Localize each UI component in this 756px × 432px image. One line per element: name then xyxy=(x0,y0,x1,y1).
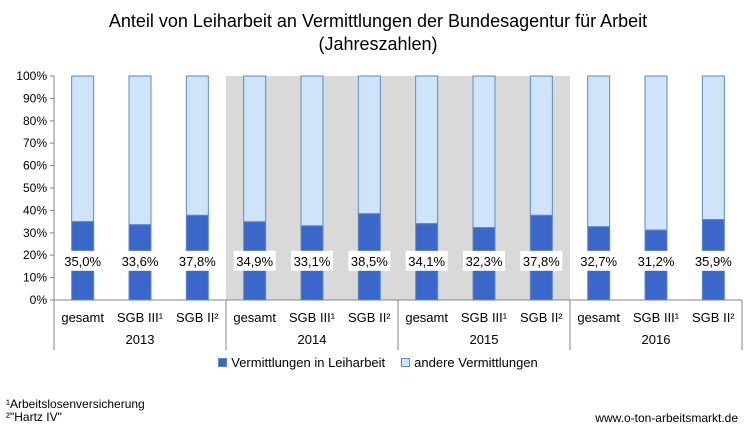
data-label: 32,3% xyxy=(466,254,503,269)
category-label: gesamt xyxy=(405,310,448,325)
data-label: 33,6% xyxy=(122,254,159,269)
bar-andere xyxy=(644,75,668,231)
data-label-box xyxy=(348,250,391,271)
bar-andere xyxy=(128,75,152,226)
legend-item-leiharbeit: Vermittlungen in Leiharbeit xyxy=(218,355,385,370)
category-label: SGB III¹ xyxy=(289,310,336,325)
category-label: SGB III¹ xyxy=(633,310,680,325)
category-label: SGB II² xyxy=(692,310,735,325)
data-label-box xyxy=(692,250,735,271)
category-label: SGB II² xyxy=(520,310,563,325)
footnote-sgb3: ¹Arbeitslosenversicherung xyxy=(6,397,145,411)
source-url: www.o-ton-arbeitsmarkt.de xyxy=(595,411,738,425)
bar-andere xyxy=(357,75,381,215)
y-tick-label: 30% xyxy=(23,226,47,240)
bar-andere xyxy=(243,75,267,223)
y-tick-label: 100% xyxy=(16,69,47,83)
data-label-box xyxy=(233,250,276,271)
legend-swatch-andere xyxy=(401,358,411,367)
data-label: 32,7% xyxy=(580,254,617,269)
chart-title: Anteil von Leiharbeit an Vermittlungen d… xyxy=(108,11,648,31)
category-label: SGB II² xyxy=(348,310,391,325)
data-label: 33,1% xyxy=(294,254,331,269)
data-label-box xyxy=(405,250,448,271)
data-label-box xyxy=(119,250,161,271)
footnote-sgb2: ²"Hartz IV" xyxy=(6,410,62,424)
data-label-box xyxy=(635,250,677,271)
year-label: 2016 xyxy=(642,332,671,347)
data-label: 35,0% xyxy=(64,254,101,269)
bar-andere xyxy=(71,75,95,223)
data-label-box xyxy=(520,250,563,271)
legend-label-leiharbeit: Vermittlungen in Leiharbeit xyxy=(231,355,386,370)
category-label: gesamt xyxy=(577,310,620,325)
bar-andere xyxy=(300,75,324,227)
data-label: 31,2% xyxy=(638,254,675,269)
bar-andere xyxy=(701,75,725,221)
data-label-box xyxy=(577,250,620,271)
y-tick-label: 20% xyxy=(23,248,47,262)
y-tick-label: 70% xyxy=(23,136,47,150)
category-label: SGB III¹ xyxy=(117,310,164,325)
bar-andere xyxy=(415,75,439,225)
category-label: gesamt xyxy=(233,310,276,325)
data-label-box xyxy=(291,250,333,271)
data-label: 38,5% xyxy=(351,254,388,269)
bar-andere xyxy=(529,75,553,216)
y-tick-label: 0% xyxy=(30,293,48,307)
y-tick-label: 60% xyxy=(23,159,47,173)
legend-swatch-leiharbeit xyxy=(218,358,228,367)
data-label: 35,9% xyxy=(695,254,732,269)
category-label: gesamt xyxy=(61,310,104,325)
data-label-box xyxy=(61,250,104,271)
data-label: 37,8% xyxy=(523,254,560,269)
chart-subtitle: (Jahreszahlen) xyxy=(318,34,438,54)
category-label: SGB III¹ xyxy=(461,310,508,325)
legend-label-andere: andere Vermittlungen xyxy=(414,355,538,370)
legend: Vermittlungen in Leiharbeit andere Vermi… xyxy=(0,355,756,370)
data-label: 34,1% xyxy=(408,254,445,269)
data-label-box xyxy=(176,250,219,271)
year-label: 2013 xyxy=(126,332,155,347)
year-label: 2015 xyxy=(470,332,499,347)
y-tick-label: 10% xyxy=(23,271,47,285)
y-tick-label: 80% xyxy=(23,114,47,128)
y-tick-label: 40% xyxy=(23,203,47,217)
legend-item-andere: andere Vermittlungen xyxy=(401,355,538,370)
data-label: 37,8% xyxy=(179,254,216,269)
y-tick-label: 90% xyxy=(23,91,47,105)
y-tick-label: 50% xyxy=(23,181,47,195)
data-label-box xyxy=(463,250,505,271)
year-label: 2014 xyxy=(298,332,327,347)
bar-andere xyxy=(472,75,496,229)
bar-andere xyxy=(185,75,209,216)
category-label: SGB II² xyxy=(176,310,219,325)
data-label: 34,9% xyxy=(236,254,273,269)
bar-andere xyxy=(587,75,611,228)
